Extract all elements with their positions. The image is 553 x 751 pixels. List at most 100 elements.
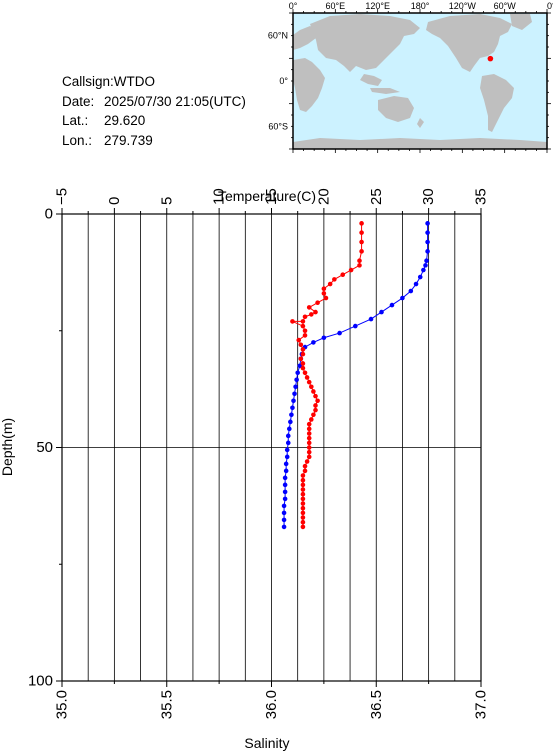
map-lon-label: 120°E bbox=[365, 1, 390, 11]
map-lon-label: 180° bbox=[411, 1, 430, 11]
series-layer bbox=[281, 221, 430, 530]
depth-tick-label: 0 bbox=[45, 206, 53, 223]
salinity-point bbox=[300, 519, 306, 525]
chart-grid bbox=[61, 214, 482, 681]
salinity-point bbox=[313, 403, 318, 408]
land-asia bbox=[310, 14, 420, 72]
depth-axis-label: Depth(m) bbox=[0, 418, 15, 476]
temperature-tick-label: 20 bbox=[315, 188, 332, 205]
plot-frame bbox=[61, 213, 482, 682]
salinity-point bbox=[357, 263, 362, 268]
temperature-point bbox=[289, 412, 294, 418]
salinity-point bbox=[306, 435, 312, 441]
temperature-point bbox=[295, 370, 300, 376]
temperature-tick-label: 10 bbox=[211, 188, 228, 205]
temperature-point bbox=[288, 419, 293, 425]
temperature-point bbox=[379, 309, 384, 315]
salinity-axis: 35.0 35.5 36.0 36.5 37.0 bbox=[54, 681, 490, 719]
lat-value: 29.620 bbox=[104, 113, 146, 128]
salinity-tick-label: 37.0 bbox=[473, 690, 490, 719]
salinity-point bbox=[348, 267, 354, 273]
land-australia bbox=[378, 96, 414, 122]
temperature-point bbox=[424, 258, 429, 264]
temperature-point bbox=[389, 302, 395, 308]
salinity-point bbox=[315, 300, 320, 306]
callsign-label: Callsign: bbox=[62, 74, 114, 89]
date-label: Date: bbox=[62, 93, 95, 109]
salinity-tick-label: 35.5 bbox=[158, 690, 175, 719]
land-greenland bbox=[510, 14, 532, 30]
temperature-point bbox=[353, 323, 358, 329]
lon-label: Lon.: bbox=[62, 132, 93, 148]
salinity-point bbox=[306, 431, 312, 436]
temperature-point bbox=[408, 288, 414, 294]
temperature-point bbox=[285, 433, 291, 439]
temperature-point bbox=[311, 340, 316, 345]
salinity-point bbox=[296, 337, 302, 343]
callsign-value: WTDO bbox=[113, 74, 156, 89]
salinity-tick-label: 36.0 bbox=[263, 690, 280, 719]
temperature-point bbox=[282, 489, 288, 495]
salinity-point bbox=[300, 487, 306, 492]
salinity-point bbox=[300, 524, 306, 530]
salinity-point bbox=[309, 312, 314, 317]
station-dot bbox=[487, 55, 494, 62]
map-ticks bbox=[289, 9, 551, 153]
salinity-point bbox=[300, 505, 306, 511]
salinity-point bbox=[300, 365, 306, 371]
salinity-point bbox=[306, 454, 312, 460]
temperature-point bbox=[285, 440, 291, 446]
lat-row: Lat.: 29.620 bbox=[62, 111, 246, 131]
temperature-point bbox=[281, 517, 287, 523]
salinity-point bbox=[298, 342, 304, 348]
land-north-america bbox=[426, 14, 512, 72]
lat-label: Lat.: bbox=[62, 113, 89, 128]
map-lat-label: 60°S bbox=[268, 121, 288, 131]
salinity-point bbox=[309, 417, 314, 422]
salinity-point bbox=[300, 496, 306, 502]
salinity-point bbox=[298, 356, 304, 362]
salinity-point bbox=[306, 305, 312, 310]
salinity-point bbox=[300, 477, 306, 483]
salinity-tick-label: 35.0 bbox=[54, 690, 71, 719]
salinity-point bbox=[300, 482, 306, 488]
temperature-point bbox=[417, 274, 423, 280]
salinity-point bbox=[300, 351, 306, 357]
salinity-point bbox=[304, 459, 310, 464]
salinity-point bbox=[306, 426, 312, 432]
depth-tick-label: 50 bbox=[36, 439, 53, 456]
temperature-point bbox=[281, 524, 287, 530]
salinity-point bbox=[300, 501, 306, 506]
salinity-point bbox=[302, 468, 308, 474]
temperature-tick-label: −5 bbox=[54, 188, 71, 205]
station-info: Callsign:WTDO Date: 2025/07/30 21:05(UTC)… bbox=[62, 72, 246, 150]
salinity-point bbox=[300, 491, 306, 497]
salinity-point bbox=[302, 333, 308, 338]
salinity-point bbox=[290, 319, 295, 324]
map-land bbox=[293, 14, 547, 149]
temperature-point bbox=[425, 221, 430, 226]
temperature-point bbox=[291, 398, 296, 404]
temperature-point bbox=[368, 316, 374, 322]
temperature-point bbox=[282, 482, 288, 488]
temperature-point bbox=[283, 468, 289, 474]
salinity-point bbox=[306, 440, 312, 446]
temperature-point bbox=[337, 330, 342, 336]
salinity-point bbox=[321, 286, 327, 292]
temperature-series bbox=[281, 221, 430, 530]
date-value: 2025/07/30 21:05(UTC) bbox=[104, 93, 246, 109]
temperature-point bbox=[297, 363, 303, 369]
temperature-point bbox=[421, 267, 426, 273]
salinity-point bbox=[300, 515, 306, 520]
temperature-point bbox=[284, 454, 290, 460]
salinity-point bbox=[300, 473, 306, 478]
map-lon-labels: 0° 60°E 120°E 180° 120°W 60°W 0° bbox=[289, 1, 553, 11]
salinity-point bbox=[304, 375, 310, 380]
map-lat-labels: 60°N 0° 60°S bbox=[268, 31, 289, 132]
salinity-point bbox=[332, 277, 337, 282]
temperature-point bbox=[287, 426, 292, 432]
temperature-point bbox=[425, 230, 430, 235]
salinity-point bbox=[357, 258, 362, 264]
salinity-point bbox=[359, 221, 364, 226]
map-lon-label: 60°W bbox=[494, 1, 517, 11]
